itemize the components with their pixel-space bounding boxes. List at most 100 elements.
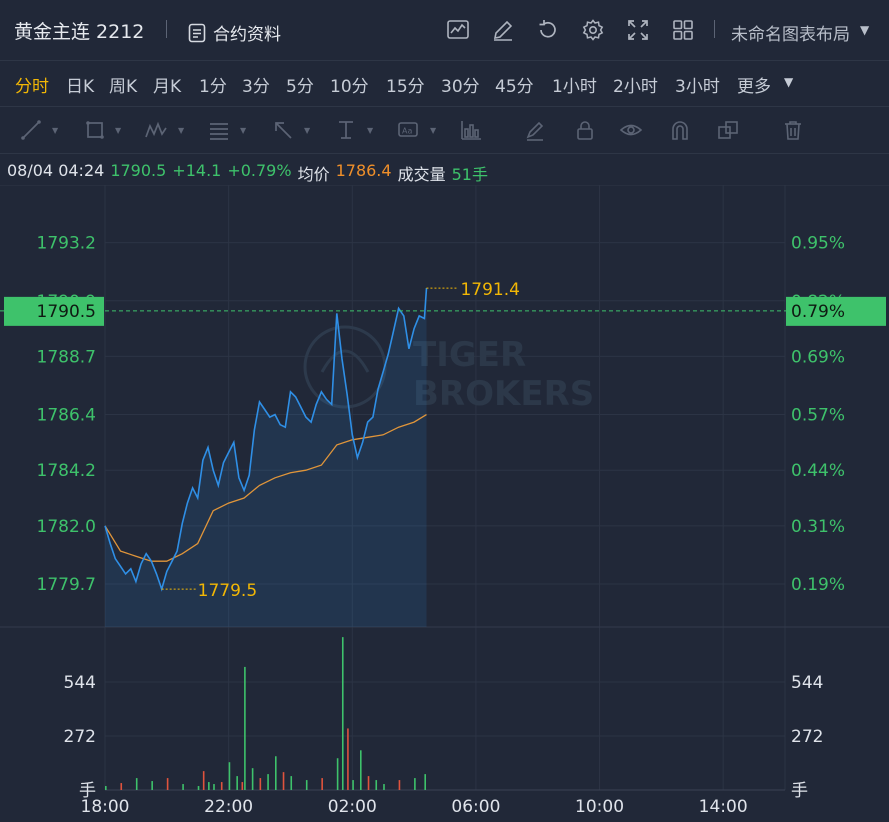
price-tick-label: 1784.2 — [37, 461, 96, 481]
refresh-icon[interactable] — [536, 18, 560, 42]
gear-icon[interactable] — [581, 18, 605, 42]
volume-bar — [341, 637, 344, 790]
period-tab-2[interactable]: 周K — [109, 77, 138, 97]
grid-layout-icon[interactable] — [671, 18, 695, 42]
volume-bar — [375, 780, 378, 790]
time-tick-label: 18:00 — [81, 797, 130, 817]
price-tick-label: 1793.2 — [37, 234, 96, 254]
volume-bar — [259, 778, 262, 790]
volume-bar — [282, 772, 285, 790]
watermark-line-2: BROKERS — [413, 374, 594, 414]
fullscreen-icon[interactable] — [626, 18, 650, 42]
period-tab-9[interactable]: 30分 — [441, 77, 480, 97]
period-tab-5[interactable]: 3分 — [242, 77, 270, 97]
magnet-icon[interactable] — [669, 119, 691, 141]
caret-down-icon[interactable]: ▼ — [240, 126, 247, 135]
lock-icon[interactable] — [574, 119, 596, 141]
chart-settings-icon[interactable] — [446, 18, 470, 42]
watermark-line-1: TIGER — [413, 335, 526, 375]
layout-selector[interactable]: 未命名图表布局 — [731, 25, 850, 45]
volume-bar — [414, 778, 416, 790]
annotations: 1791.4 1779.5 — [0, 280, 889, 601]
fib-tool-icon[interactable] — [208, 119, 230, 141]
volume-bar — [347, 728, 349, 790]
wave-tool-icon[interactable] — [145, 119, 167, 141]
price-tick-label: 1782.0 — [37, 517, 96, 537]
copy-icon[interactable] — [717, 119, 739, 141]
tiger-logo-stroke — [320, 349, 370, 373]
price-tick-label: 1788.7 — [37, 347, 96, 367]
pct-tick-label: 0.69% — [791, 347, 845, 367]
volume-tick-label-left: 544 — [64, 673, 96, 693]
volume-bar — [267, 774, 269, 790]
period-tab-8[interactable]: 15分 — [386, 77, 425, 97]
brush-icon[interactable] — [524, 119, 546, 141]
volume-tick-label-left: 272 — [64, 727, 96, 747]
average-price-line — [104, 414, 427, 562]
caret-down-icon[interactable]: ▼ — [784, 75, 794, 89]
period-tab-13[interactable]: 3小时 — [675, 77, 720, 97]
volume-bar — [151, 781, 153, 790]
price-tick-label: 1779.7 — [37, 575, 96, 595]
symbol-title[interactable]: 黄金主连 2212 — [14, 21, 145, 43]
volume-bar — [166, 778, 169, 790]
price-area-fill — [105, 288, 427, 627]
quote-change-pct: +0.79% — [227, 161, 292, 180]
quote-datetime: 08/04 04:24 — [7, 161, 105, 180]
period-selector: 分时 日K 周K 月K 1分 3分 5分 10分 15分 30分 45分 1小时 2小时 3小时 更多 ▼ — [0, 60, 889, 106]
period-tab-3[interactable]: 月K — [153, 77, 182, 97]
volume-bar — [135, 778, 138, 790]
indicator-tool-icon[interactable] — [460, 119, 482, 141]
edit-icon[interactable] — [491, 18, 515, 42]
volume-bar — [228, 762, 231, 790]
volume-bar — [360, 750, 362, 790]
period-tab-6[interactable]: 5分 — [286, 77, 314, 97]
caret-down-icon[interactable]: ▼ — [304, 126, 311, 135]
volume-bar — [120, 783, 123, 790]
quote-change: +14.1 — [172, 161, 222, 180]
eye-icon[interactable] — [620, 119, 642, 141]
volume-tick-label-right: 544 — [791, 673, 823, 693]
volume-bar — [220, 782, 223, 790]
period-tab-4[interactable]: 1分 — [199, 77, 227, 97]
quote-line: 08/04 04:24 1790.5 +14.1 +0.79% 均价 1786.… — [7, 161, 488, 185]
volume-bar — [424, 774, 426, 790]
period-tab-14[interactable]: 更多 — [737, 77, 771, 97]
line-tool-icon[interactable] — [20, 119, 42, 141]
period-tab-0[interactable]: 分时 — [15, 77, 49, 97]
caret-down-icon[interactable]: ▼ — [178, 126, 185, 135]
period-tab-10[interactable]: 45分 — [495, 77, 534, 97]
contract-info-button[interactable]: 合约资料 — [188, 20, 281, 45]
rectangle-tool-icon[interactable] — [84, 119, 106, 141]
trash-icon[interactable] — [782, 119, 804, 141]
pct-tick-label: 0.31% — [791, 517, 845, 537]
volume-bar — [197, 786, 200, 790]
low-price-label: 1779.5 — [198, 581, 257, 601]
document-icon — [188, 23, 206, 42]
price-tick-label: 1786.4 — [37, 406, 96, 426]
last-price-badge — [4, 296, 104, 326]
avg-price-label: 均价 — [297, 165, 330, 184]
pct-tick-label: 0.95% — [791, 234, 845, 254]
time-tick-label: 14:00 — [699, 797, 748, 817]
volume-bar — [202, 771, 205, 790]
drawing-toolbar: ▼ ▼ ▼ ▼ ▼ ▼ Aa ▼ — [0, 106, 889, 154]
caret-down-icon[interactable]: ▼ — [367, 126, 374, 135]
volume-bar — [182, 784, 184, 790]
period-tab-11[interactable]: 1小时 — [552, 77, 597, 97]
period-tab-7[interactable]: 10分 — [330, 77, 369, 97]
arrow-tool-icon[interactable] — [272, 119, 294, 141]
period-tab-12[interactable]: 2小时 — [613, 77, 658, 97]
text-tool-icon[interactable] — [335, 119, 357, 141]
caret-down-icon[interactable]: ▼ — [430, 126, 437, 135]
period-tab-1[interactable]: 日K — [66, 77, 95, 97]
volume-bar — [290, 776, 293, 790]
caret-down-icon[interactable]: ▼ — [115, 126, 122, 135]
title-bar: 黄金主连 2212 合约资料 未命名图表布局 ▼ — [0, 0, 889, 61]
caret-down-icon[interactable]: ▼ — [860, 23, 870, 37]
caret-down-icon[interactable]: ▼ — [52, 126, 59, 135]
volume-bar — [305, 780, 308, 790]
label-tool-icon[interactable]: Aa — [397, 119, 419, 141]
